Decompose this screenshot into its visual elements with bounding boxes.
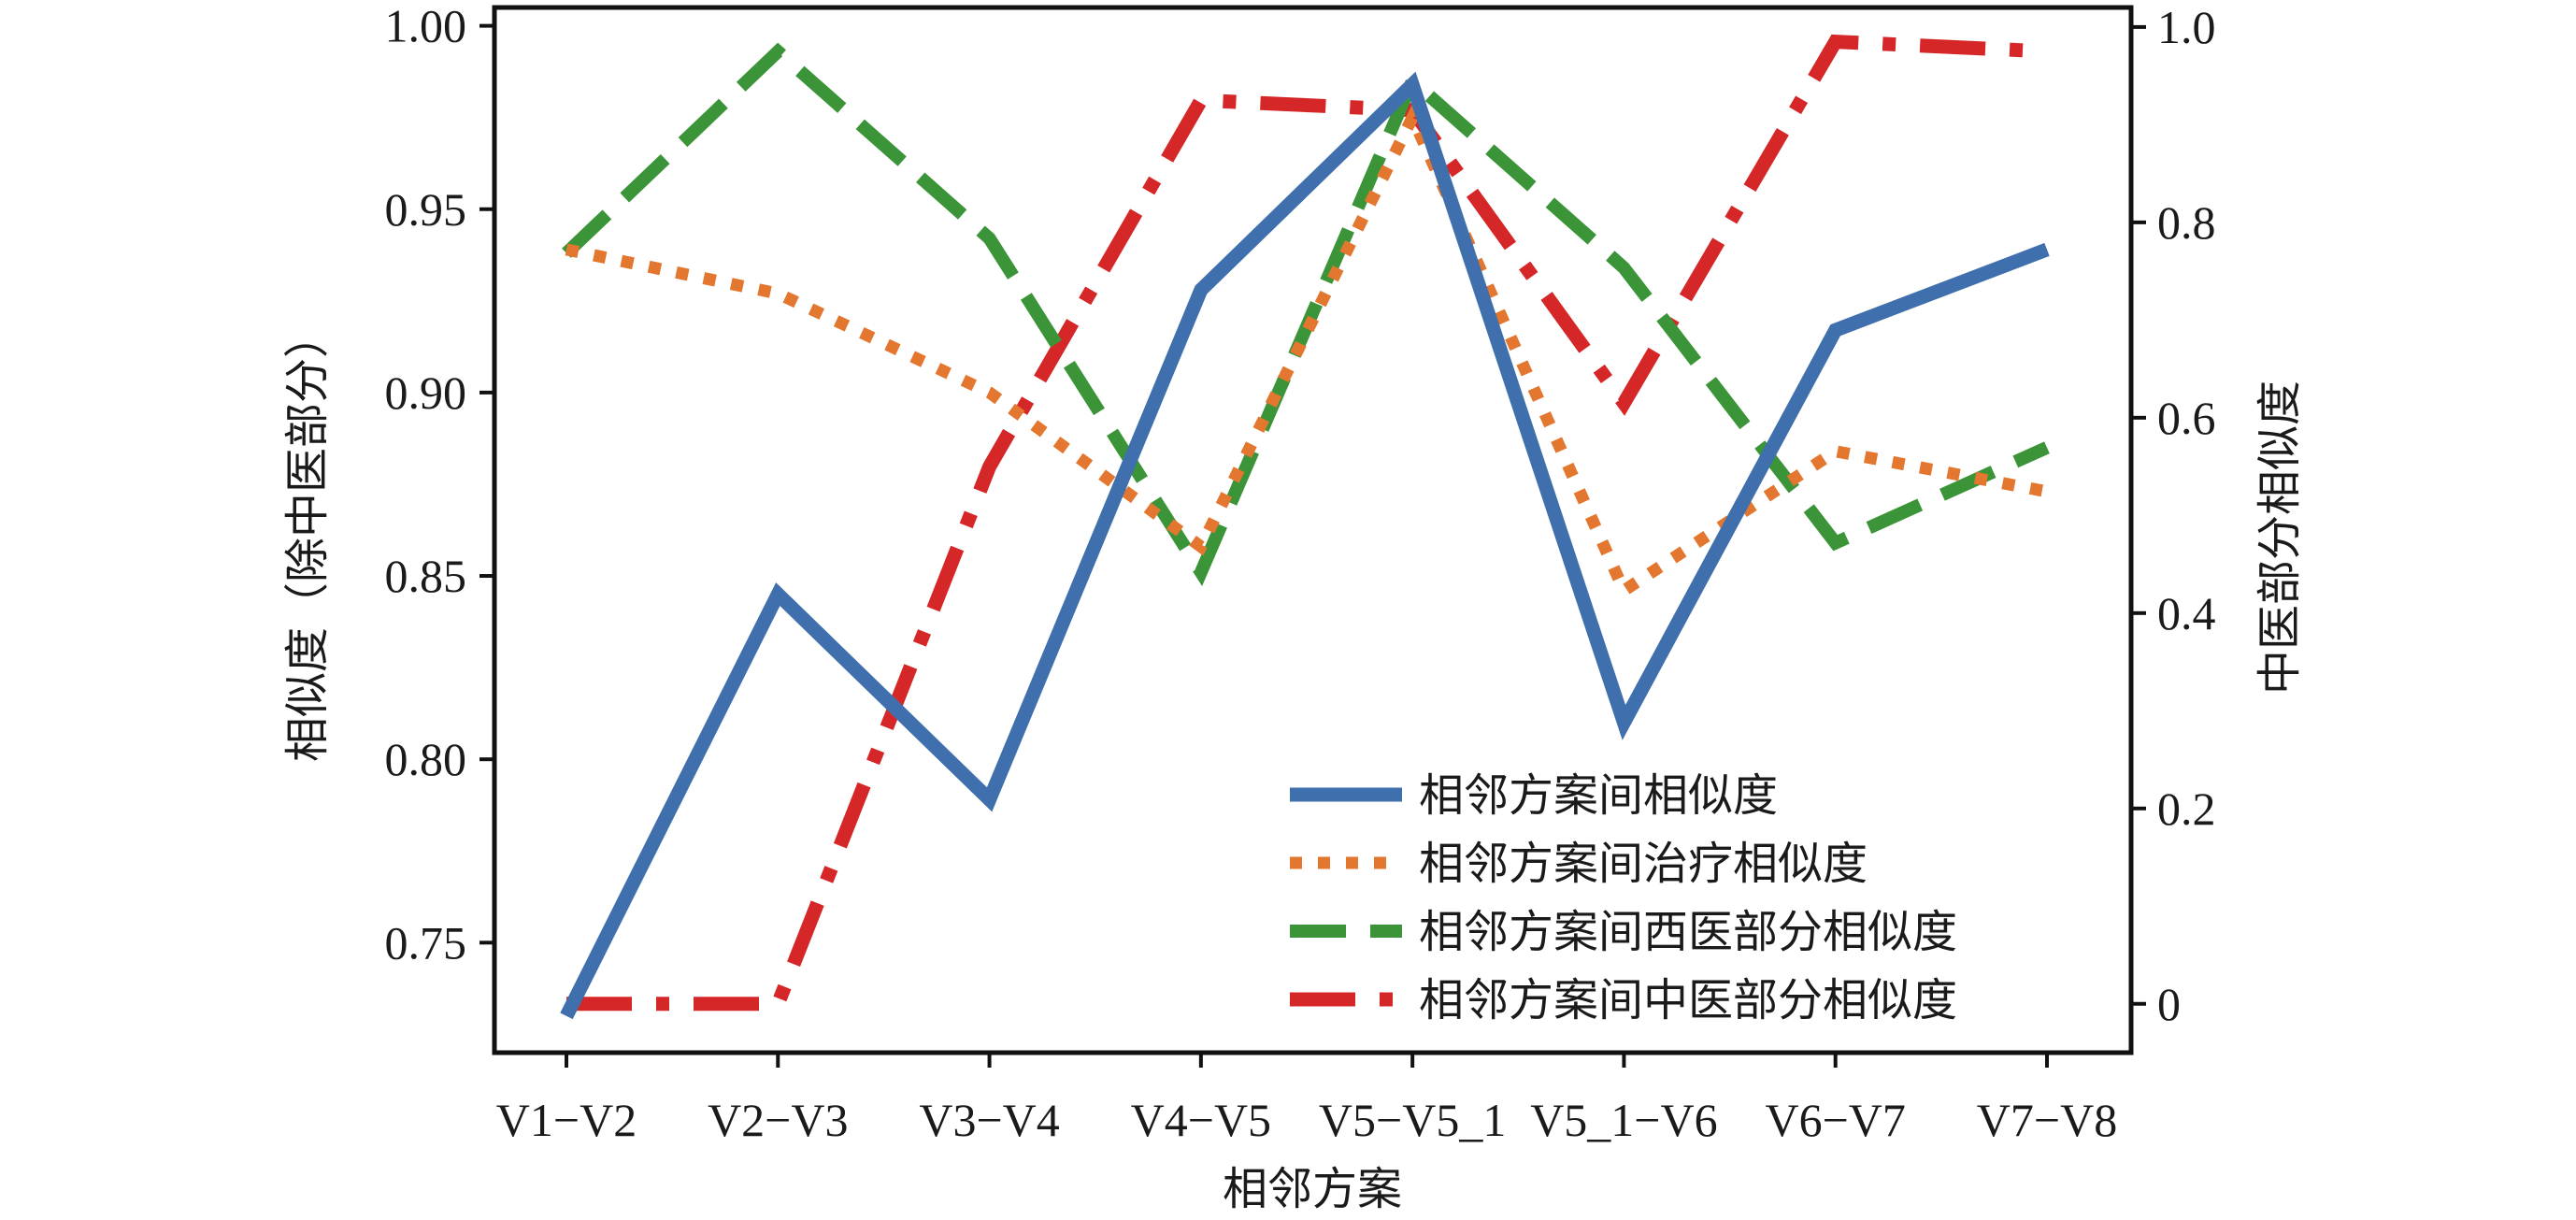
series-line-2	[565, 103, 2049, 600]
series-line-4	[566, 34, 2048, 1012]
data-point-s1-1	[565, 1015, 567, 1017]
x-axis-title: 相邻方案	[1223, 1163, 1402, 1215]
y-left-tick-label: 0.75	[385, 916, 467, 969]
legend-label-2: 相邻方案间治疗相似度	[1419, 838, 1868, 890]
data-point-s2-8	[2046, 491, 2048, 493]
data-point-s4-4	[1200, 99, 1202, 101]
data-point-s4-3	[989, 466, 991, 467]
plot-frame	[492, 5, 2134, 1055]
series-line-3	[562, 42, 2050, 587]
data-point-s4-8	[2046, 50, 2048, 52]
data-point-s3-8	[2046, 447, 2048, 449]
legend-label-1: 相邻方案间相似度	[1419, 769, 1778, 822]
legend: 相邻方案间相似度相邻方案间治疗相似度相邻方案间西医部分相似度相邻方案间中医部分相…	[1290, 769, 1957, 1026]
data-point-s2-7	[1835, 451, 1837, 452]
data-point-s1-5	[1411, 83, 1413, 85]
series-line-1	[560, 71, 2050, 1020]
data-point-s1-4	[1200, 289, 1202, 291]
x-tick-label: V7−V8	[1977, 1094, 2117, 1146]
y-left-tick-label: 0.85	[385, 550, 467, 602]
data-point-s2-5	[1411, 117, 1413, 119]
data-point-s1-2	[777, 594, 779, 596]
x-tick-label: V5−V5_1	[1319, 1094, 1506, 1146]
legend-label-3: 相邻方案间西医部分相似度	[1419, 906, 1957, 958]
x-tick-label: V3−V4	[919, 1094, 1059, 1146]
y-axis-left-title: 相似度（除中医部分）	[281, 313, 334, 762]
data-point-s3-2	[777, 50, 779, 52]
y-right-tick-label: 0.8	[2157, 196, 2216, 249]
data-point-s2-3	[989, 392, 991, 394]
y-axis-right-title: 中医部分相似度	[2254, 380, 2306, 695]
y-right-tick-label: 0.2	[2157, 782, 2216, 835]
data-point-s1-7	[1835, 329, 1837, 331]
data-point-s2-1	[565, 249, 567, 251]
y-left-tick-label: 0.90	[385, 366, 467, 419]
x-tick-label: V5_1−V6	[1530, 1094, 1717, 1146]
legend-label-4: 相邻方案间中医部分相似度	[1419, 974, 1957, 1026]
y-left-tick-label: 1.00	[385, 0, 467, 52]
data-point-s3-6	[1623, 267, 1624, 269]
x-tick-label: V6−V7	[1766, 1094, 1906, 1146]
data-point-s4-6	[1623, 402, 1624, 404]
x-tick-label: V2−V3	[708, 1094, 848, 1146]
data-point-s2-4	[1200, 546, 1202, 548]
x-tick-label: V1−V2	[496, 1094, 637, 1146]
data-point-s1-8	[2046, 249, 2048, 251]
y-right-tick-label: 0.4	[2157, 587, 2216, 639]
x-tick-label: V4−V5	[1131, 1094, 1271, 1146]
data-point-s4-2	[777, 1003, 779, 1005]
axes-layer: V1−V2 V2−V3 V3−V4 V4−V5 V5−V5_1 V5_1−V6 V6−V7 V…	[385, 0, 2216, 1146]
data-point-s4-7	[1835, 41, 1837, 43]
y-left-tick-label: 0.95	[385, 183, 467, 236]
y-right-tick-label: 0.6	[2157, 392, 2216, 444]
data-point-s3-7	[1835, 542, 1837, 544]
y-right-tick-label: 1.0	[2157, 1, 2216, 53]
data-point-s1-3	[989, 798, 991, 800]
data-point-s2-2	[777, 293, 779, 294]
series-layer	[560, 34, 2050, 1020]
y-right-tick-label: 0	[2157, 978, 2181, 1030]
data-point-s1-6	[1623, 722, 1624, 724]
data-point-s3-4	[1200, 571, 1202, 573]
data-point-s3-3	[989, 237, 991, 239]
y-left-tick-label: 0.80	[385, 733, 467, 785]
data-point-s2-6	[1623, 590, 1624, 592]
